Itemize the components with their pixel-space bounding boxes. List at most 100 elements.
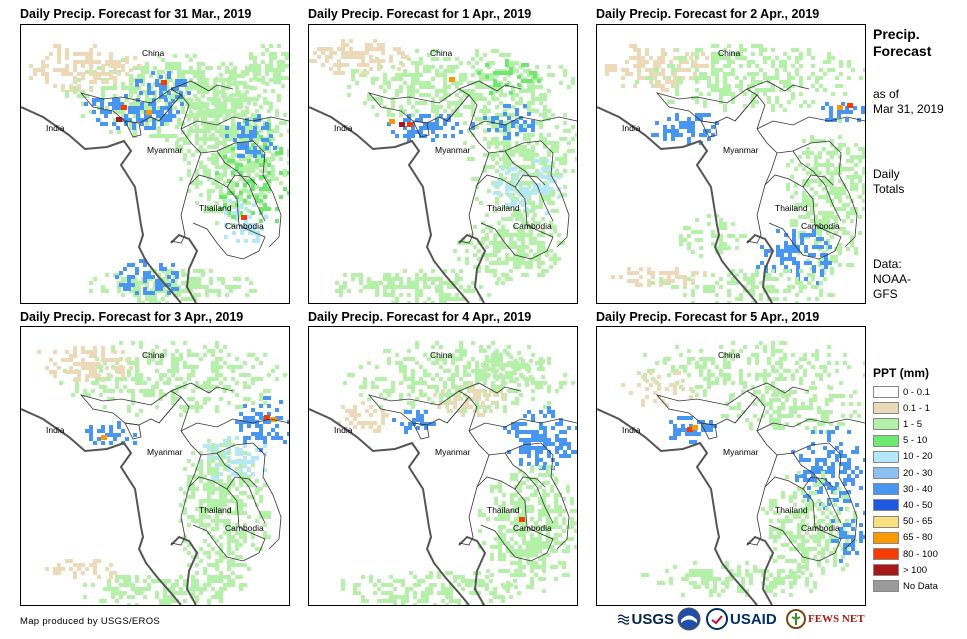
precip-cell <box>345 51 349 55</box>
precip-cell <box>211 527 215 531</box>
country-border <box>458 80 522 92</box>
precip-cell <box>101 350 105 354</box>
precip-cell <box>419 118 423 122</box>
precip-cell <box>521 203 525 207</box>
precip-cell <box>195 137 199 141</box>
precip-cell <box>53 68 57 72</box>
precip-cell <box>387 293 391 297</box>
precip-cell <box>715 293 719 297</box>
precip-cell <box>411 73 415 77</box>
precip-cell <box>727 64 731 68</box>
precip-cell <box>287 432 289 436</box>
precip-cell <box>795 60 799 64</box>
precip-cell <box>227 456 231 460</box>
precip-cell <box>509 217 513 221</box>
precip-cell <box>363 285 367 289</box>
precip-cell <box>485 225 489 229</box>
precip-cell <box>187 397 191 401</box>
precip-cell <box>543 93 547 97</box>
precip-cell <box>167 595 171 599</box>
precip-cell <box>739 84 743 88</box>
precip-cell <box>167 381 171 385</box>
precip-cell <box>375 77 379 81</box>
precip-cell <box>723 84 727 88</box>
precip-cell <box>367 361 371 365</box>
precip-cell <box>211 499 215 503</box>
precip-cell <box>719 218 723 222</box>
precip-cell <box>223 523 227 527</box>
precip-cell <box>139 79 143 83</box>
precip-cell <box>526 505 530 509</box>
precip-cell <box>160 106 164 110</box>
precip-cell <box>780 253 784 257</box>
precip-cell <box>415 293 419 297</box>
precip-cell <box>531 93 535 97</box>
precip-cell <box>147 83 151 87</box>
precip-cell <box>539 410 543 414</box>
precip-cell <box>239 365 243 369</box>
precip-cell <box>814 139 818 143</box>
precip-cell <box>195 409 199 413</box>
precip-cell <box>471 65 475 69</box>
precip-cell <box>818 151 822 155</box>
precip-cell <box>771 269 775 273</box>
precip-cell <box>121 68 125 72</box>
country-border <box>504 150 554 222</box>
precip-cell <box>539 422 543 426</box>
precip-cell <box>219 507 223 511</box>
precip-cell <box>101 346 105 350</box>
precip-cell <box>181 106 185 110</box>
precip-cell <box>553 225 557 229</box>
precip-cell <box>157 70 161 74</box>
precip-cell <box>215 377 219 381</box>
precip-cell <box>321 63 325 67</box>
precip-cell <box>834 147 838 151</box>
precip-cell <box>401 63 405 67</box>
precip-cell <box>140 122 144 126</box>
precip-cell <box>518 545 522 549</box>
precip-cell <box>493 79 497 83</box>
precip-cell <box>447 93 451 97</box>
precip-cell <box>423 65 427 69</box>
precip-cell <box>431 138 435 142</box>
precip-cell <box>225 134 229 138</box>
precip-cell <box>547 89 551 93</box>
precip-cell <box>747 64 751 68</box>
precip-cell <box>471 97 475 101</box>
precip-cell <box>431 105 435 109</box>
precip-cell <box>463 77 467 81</box>
precip-cell <box>635 279 639 283</box>
precip-cell <box>231 109 235 113</box>
precip-cell <box>487 145 491 149</box>
precip-cell <box>523 414 527 418</box>
precip-cell <box>193 281 197 285</box>
precip-cell <box>207 205 211 209</box>
precip-cell <box>321 47 325 51</box>
precip-cell <box>559 81 563 85</box>
precip-cell <box>411 401 415 405</box>
precip-cell <box>259 129 263 133</box>
precip-cell <box>499 93 503 97</box>
precip-cell <box>255 491 259 495</box>
precip-cell <box>159 263 163 267</box>
precip-cell <box>157 273 161 277</box>
precip-cell <box>223 195 227 199</box>
precip-cell <box>101 425 105 429</box>
precip-cell <box>211 507 215 511</box>
precip-cell <box>215 221 219 225</box>
precip-cell <box>751 84 755 88</box>
precip-hotspot <box>389 119 395 124</box>
precip-cell <box>497 241 501 245</box>
precip-cell <box>567 446 571 450</box>
precip-cell <box>151 275 155 279</box>
precip-cell <box>519 458 523 462</box>
precip-cell <box>775 72 779 76</box>
precip-cell <box>185 86 189 90</box>
precip-cell <box>519 446 523 450</box>
precip-cell <box>213 90 217 94</box>
precip-cell <box>185 70 189 74</box>
precip-cell <box>207 189 211 193</box>
precip-cell <box>85 567 89 571</box>
precip-cell <box>183 137 187 141</box>
precip-cell <box>834 215 838 219</box>
